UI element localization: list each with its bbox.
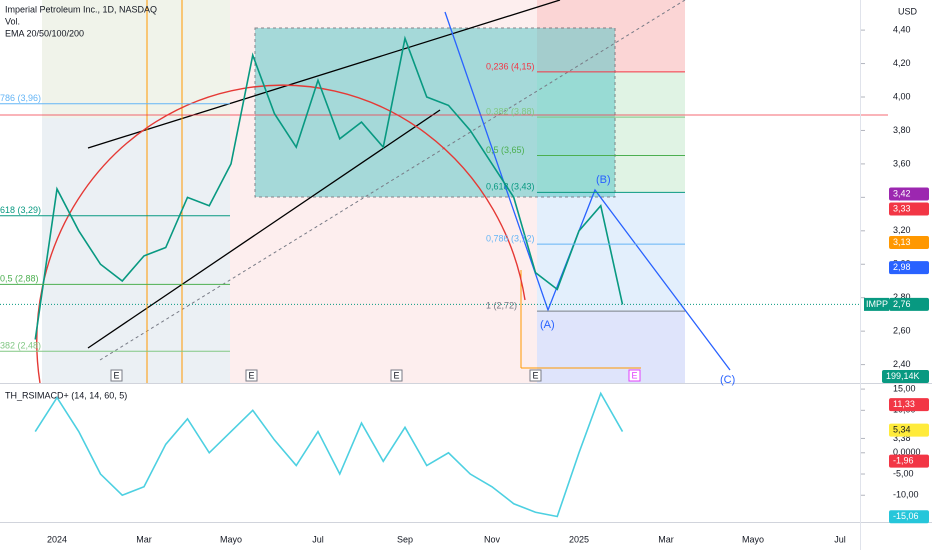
y-tick-label: -5,00 — [893, 468, 914, 478]
channel-line — [87, 0, 561, 149]
dashed-line — [99, 0, 686, 361]
wave-label: (B) — [596, 174, 611, 186]
indicator-title: TH_RSIMACD+ (14, 14, 60, 5) — [5, 390, 127, 400]
price-badge-label: 3,42 — [893, 188, 911, 198]
y-tick-label: 2,80 — [893, 292, 911, 302]
volume-badge-label: 199,14K — [886, 371, 920, 381]
price-badge — [889, 236, 929, 250]
legend-line: EMA 20/50/100/200 — [5, 28, 84, 38]
x-tick-label: Mayo — [742, 534, 764, 544]
symbol-label: IMPP — [866, 299, 888, 309]
y-tick-label: 2,60 — [893, 326, 911, 336]
event-box — [628, 369, 641, 382]
event: E — [393, 370, 399, 380]
y-tick-label: 4,20 — [893, 58, 911, 68]
x-tick-label: 2024 — [47, 534, 67, 544]
wave-label: (C) — [720, 374, 735, 386]
price-badge — [889, 261, 929, 275]
event: E — [532, 370, 538, 380]
y-tick-label: 3,20 — [893, 225, 911, 235]
price-badge — [889, 398, 929, 412]
fib-label: 618 (3,29) — [0, 205, 41, 215]
events: E E E E E — [110, 369, 641, 382]
volume-badge — [882, 370, 929, 383]
x-tick-label: Nov — [484, 534, 501, 544]
x-tick-label: 2025 — [569, 534, 589, 544]
x-tick-label: Sep — [397, 534, 413, 544]
y-tick-label: 3,60 — [893, 158, 911, 168]
y-tick-label: 2,40 — [893, 359, 911, 369]
box — [254, 27, 616, 198]
fib-label: 0,618 (3,43) — [486, 182, 535, 192]
price-badge — [889, 187, 929, 201]
legend-line: Vol. — [5, 16, 20, 26]
x-tick-label: Mayo — [220, 534, 242, 544]
price-badge-label: 11,33 — [893, 399, 915, 409]
x-tick-label: Jul — [312, 534, 324, 544]
price-badge — [889, 454, 929, 468]
x-tick-label: Mar — [136, 534, 152, 544]
fib-label: 382 (2,48) — [0, 341, 41, 351]
y-tick-label: 3,80 — [893, 125, 911, 135]
price-badge — [889, 202, 929, 216]
symbol-badge — [864, 297, 889, 311]
ellipse-arc — [36, 84, 526, 384]
price-badge — [889, 423, 929, 437]
y-tick-label: 15,00 — [893, 383, 916, 393]
currency: USD — [898, 6, 918, 16]
fib-label: 0,5 (2,88) — [0, 274, 39, 284]
price-badge — [889, 297, 929, 311]
fib-label: 0,5 (3,65) — [486, 145, 525, 155]
x-tick-label: Jul — [834, 534, 846, 544]
series-line — [34, 35, 624, 340]
fib-zone — [537, 312, 685, 383]
price-badge-label: 3,33 — [893, 203, 911, 213]
event: E — [248, 370, 254, 380]
zone — [42, 118, 230, 383]
y-tick-label: 4,40 — [893, 24, 911, 34]
fib-label: 1 (2,72) — [486, 300, 517, 310]
price-badge — [889, 510, 929, 524]
chart-title: Imperial Petroleum Inc., 1D, NASDAQ — [5, 4, 157, 14]
wave-label: (A) — [540, 319, 555, 331]
y-tick-label: 0,0000 — [893, 447, 921, 457]
event: E — [113, 370, 119, 380]
event-box — [529, 369, 542, 382]
price-badge-label: 3,13 — [893, 237, 911, 247]
event-box — [390, 369, 403, 382]
y-tick-label: -10,00 — [893, 490, 919, 500]
fib-label: 786 (3,96) — [0, 93, 41, 103]
event-box — [110, 369, 123, 382]
fib-label: 0,786 (3,12) — [486, 234, 535, 244]
event-box — [245, 369, 258, 382]
price-badge-label: 2,76 — [893, 299, 911, 309]
fib-label: 0,382 (3,88) — [486, 106, 535, 116]
price-badge-label: 5,34 — [893, 424, 911, 434]
fib-label: 0,236 (4,15) — [486, 61, 535, 71]
y-tick-label: 3,38 — [893, 433, 911, 443]
price-badge-label: -1,96 — [893, 455, 914, 465]
price-badge-label: 2,98 — [893, 262, 911, 272]
x-tick-label: Mar — [658, 534, 674, 544]
series-line — [34, 391, 624, 518]
price-badge-label: -15,06 — [893, 511, 919, 521]
event: E — [631, 370, 637, 380]
y-tick-label: 4,00 — [893, 91, 911, 101]
